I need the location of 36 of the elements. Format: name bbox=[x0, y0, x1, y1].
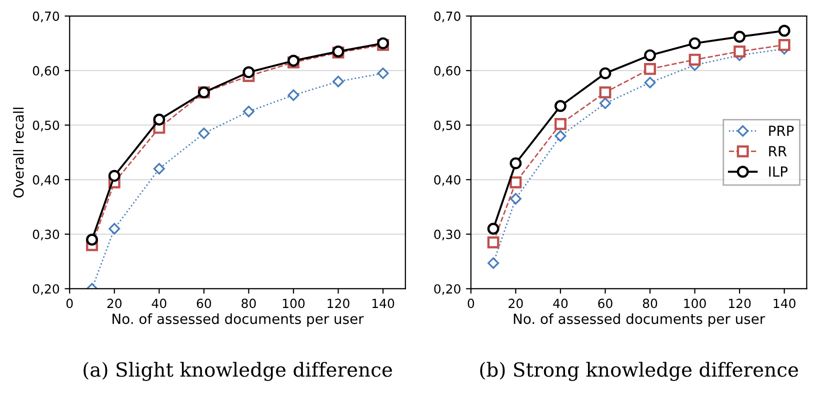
x-tick-label: 0 bbox=[66, 298, 73, 308]
x-tick-label: 60 bbox=[598, 298, 612, 308]
legend-label: RR bbox=[769, 146, 787, 156]
legend-label: ILP bbox=[769, 166, 788, 177]
x-tick-label: 40 bbox=[152, 298, 166, 308]
x-axis-title: No. of assessed documents per user bbox=[112, 313, 364, 327]
y-axis-title: Overall recall bbox=[13, 108, 24, 198]
y-tick-label: 0,50 bbox=[434, 120, 460, 132]
y-tick-label: 0,70 bbox=[32, 12, 60, 22]
x-tick-label: 20 bbox=[107, 298, 122, 308]
x-tick-label: 100 bbox=[282, 298, 305, 308]
y-tick-label: 0,20 bbox=[434, 284, 460, 295]
x-tick-label: 140 bbox=[372, 298, 394, 308]
x-axis-title: No. of assessed documents per user bbox=[514, 313, 766, 327]
x-tick-label: 20 bbox=[508, 298, 523, 308]
y-tick-label: 0,50 bbox=[32, 120, 60, 132]
x-tick-label: 80 bbox=[242, 298, 256, 308]
x-tick-label: 140 bbox=[774, 298, 796, 308]
y-tick-label: 0,30 bbox=[434, 230, 460, 240]
y-tick-label: 0,20 bbox=[32, 284, 60, 295]
y-tick-label: 0,30 bbox=[32, 230, 60, 240]
x-tick-label: 40 bbox=[553, 298, 568, 308]
x-tick-label: 60 bbox=[196, 298, 212, 308]
x-tick-label: 120 bbox=[729, 298, 751, 308]
x-tick-label: 120 bbox=[328, 298, 350, 308]
y-tick-label: 0,60 bbox=[434, 66, 460, 77]
text: (b) Strong knowledge difference bbox=[480, 362, 798, 381]
text: (a) Slight knowledge difference bbox=[84, 362, 392, 381]
y-tick-label: 0,40 bbox=[32, 175, 60, 186]
y-tick-label: 0,60 bbox=[32, 66, 60, 77]
y-tick-label: 0,40 bbox=[434, 175, 460, 186]
x-tick-label: 100 bbox=[684, 298, 706, 308]
x-tick-label: 0 bbox=[468, 298, 474, 308]
x-tick-label: 80 bbox=[642, 298, 658, 308]
legend-label: PRP bbox=[769, 126, 794, 136]
y-tick-label: 0,70 bbox=[434, 12, 460, 22]
